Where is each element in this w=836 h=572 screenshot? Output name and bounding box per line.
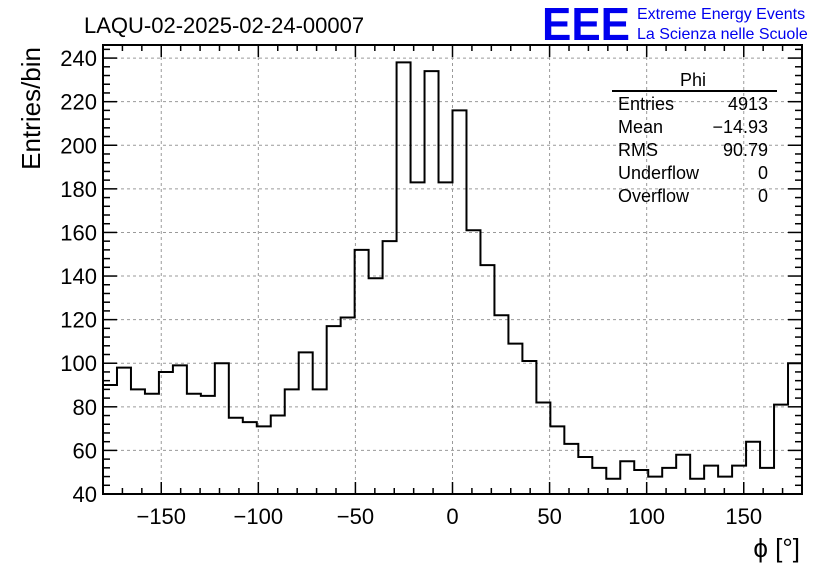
histogram-bin <box>564 444 578 494</box>
histogram-bin <box>159 372 173 494</box>
histogram-bin <box>676 455 690 494</box>
histogram-bin <box>592 468 606 494</box>
histogram-bin <box>439 182 453 494</box>
histogram-bin <box>788 363 802 494</box>
y-tick-label: 60 <box>73 438 97 463</box>
y-axis-title: Entries/bin <box>16 47 46 170</box>
histogram-bin <box>718 477 732 494</box>
histogram-bin <box>662 468 676 494</box>
eee-logo-mark: EEE <box>542 0 630 50</box>
histogram-bin <box>508 344 522 494</box>
stats-entries-value: 4913 <box>728 94 768 114</box>
stats-mean-label: Mean <box>618 117 663 137</box>
y-tick-label: 240 <box>60 46 97 71</box>
histogram-series <box>103 61 802 494</box>
x-tick-label: 100 <box>628 504 665 529</box>
histogram-bin <box>243 422 257 494</box>
histogram-bin <box>648 477 662 494</box>
x-tick-label: 150 <box>725 504 762 529</box>
y-tick-label: 80 <box>73 395 97 420</box>
histogram-bin <box>215 363 229 494</box>
histogram-bin <box>550 426 564 494</box>
histogram-bin <box>466 230 480 494</box>
stats-overflow-label: Overflow <box>618 186 690 206</box>
histogram-bin <box>145 394 159 494</box>
chart-title: LAQU-02-2025-02-24-00007 <box>84 13 364 38</box>
histogram-bin <box>746 442 760 494</box>
y-tick-label: 120 <box>60 308 97 333</box>
histogram-bin <box>187 394 201 494</box>
stats-overflow-value: 0 <box>758 186 768 206</box>
eee-logo-line1: Extreme Energy Events <box>637 6 805 23</box>
histogram-bin <box>578 457 592 494</box>
x-tick-label: 50 <box>537 504 561 529</box>
y-tick-label: 200 <box>60 133 97 158</box>
stats-underflow-label: Underflow <box>618 163 700 183</box>
histogram-bin <box>103 385 117 494</box>
histogram-bin <box>201 396 215 494</box>
stats-box-title: Phi <box>680 70 706 90</box>
eee-logo: EEE Extreme Energy Events La Scienza nel… <box>542 0 808 50</box>
stats-mean-value: −14.93 <box>712 117 768 137</box>
histogram-bin <box>117 368 131 494</box>
x-tick-label: −100 <box>234 504 284 529</box>
histogram-bin <box>285 389 299 494</box>
histogram-bin <box>369 278 383 494</box>
stats-rms-label: RMS <box>618 140 658 160</box>
histogram-bin <box>131 389 145 494</box>
histogram-bin <box>173 365 187 494</box>
histogram-bin <box>480 265 494 494</box>
x-tick-labels: −150 −100 −50 0 50 100 150 <box>136 504 762 529</box>
x-tick-label: 0 <box>446 504 458 529</box>
histogram-bin <box>690 479 704 494</box>
y-tick-label: 160 <box>60 220 97 245</box>
histogram-bin <box>536 402 550 494</box>
x-tick-label: −50 <box>337 504 374 529</box>
stats-box: Phi Entries 4913 Mean −14.93 RMS 90.79 U… <box>612 70 777 206</box>
y-tick-label: 180 <box>60 177 97 202</box>
histogram-bin <box>774 405 788 494</box>
histogram-bin <box>453 110 467 494</box>
histogram-bin <box>704 466 718 494</box>
histogram-bin <box>760 468 774 494</box>
y-tick-label: 100 <box>60 351 97 376</box>
stats-underflow-value: 0 <box>758 163 768 183</box>
histogram-bin <box>327 326 341 494</box>
axis-ticks <box>102 45 803 495</box>
x-axis-title: ϕ [°] <box>753 533 800 563</box>
histogram-bin <box>411 182 425 494</box>
y-tick-label: 220 <box>60 90 97 115</box>
histogram-bin <box>425 71 439 494</box>
y-tick-labels: 40 60 80 100 120 140 160 180 200 220 240 <box>60 46 97 507</box>
histogram-bin <box>229 418 243 494</box>
histogram-bin <box>299 352 313 494</box>
y-tick-label: 140 <box>60 264 97 289</box>
histogram-bin <box>355 250 369 494</box>
stats-rms-value: 90.79 <box>723 140 768 160</box>
eee-logo-line2: La Scienza nelle Scuole <box>637 26 808 43</box>
histogram-bin <box>522 361 536 494</box>
histogram-bin <box>271 416 285 494</box>
histogram-bin <box>313 389 327 494</box>
histogram-bin <box>341 317 355 494</box>
histogram-bin <box>397 62 411 494</box>
stats-entries-label: Entries <box>618 94 674 114</box>
histogram-bin <box>494 315 508 494</box>
y-tick-label: 40 <box>73 482 97 507</box>
histogram-bin <box>383 241 397 494</box>
x-tick-label: −150 <box>136 504 186 529</box>
histogram-outline <box>103 61 802 480</box>
